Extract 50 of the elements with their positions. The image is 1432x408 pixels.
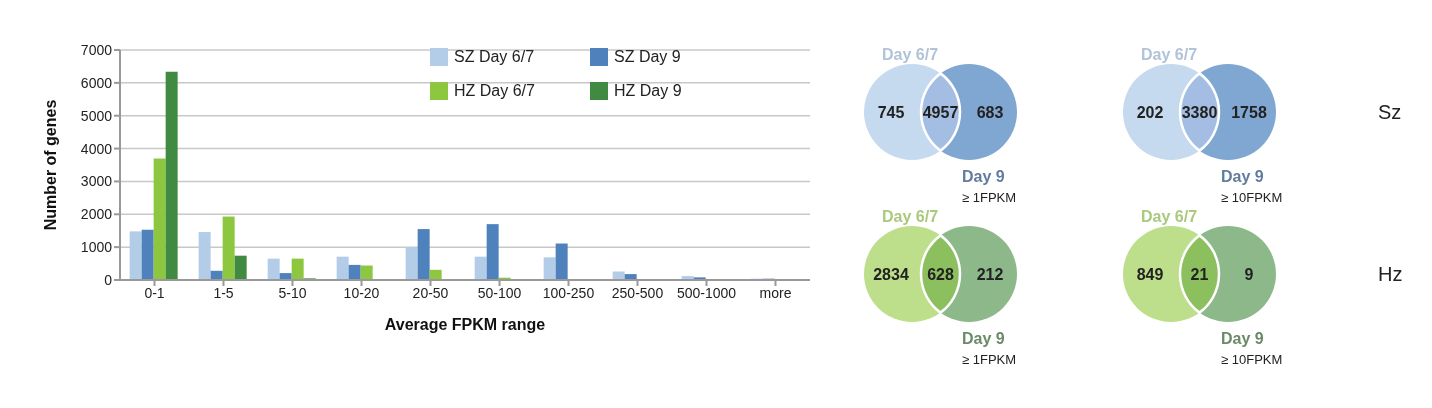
data-label: 202 <box>1136 103 1164 121</box>
category-label: Day 9 <box>962 168 1005 185</box>
category-label: Day 9 <box>1221 168 1264 185</box>
x-tick-label: more <box>759 284 792 301</box>
data-label: 745 <box>877 103 905 121</box>
y-tick-label: 7000 <box>80 41 113 58</box>
data-label: 2834 <box>873 265 909 283</box>
x-tick-label: 0-1 <box>144 284 165 301</box>
text: ≥ 10FPKM <box>1221 190 1283 205</box>
x-tick-label: 50-100 <box>477 284 522 301</box>
x-axis-title: Average FPKM range <box>384 316 546 333</box>
y-tick-label: 1000 <box>80 239 113 256</box>
data-label: 628 <box>927 265 954 283</box>
y-tick-label: 3000 <box>80 173 113 190</box>
data-label: 3380 <box>1181 103 1218 121</box>
text: ≥ 1FPKM <box>962 352 1017 367</box>
data-label: 849 <box>1136 265 1164 283</box>
y-tick-label: 6000 <box>80 74 113 91</box>
text: Hz <box>1378 263 1403 285</box>
text: Sz <box>1378 101 1402 123</box>
x-tick-label: 500-1000 <box>676 284 737 301</box>
data-label: 683 <box>976 103 1004 121</box>
x-tick-label: 1-5 <box>213 284 234 301</box>
text: ≥ 10FPKM <box>1221 352 1283 367</box>
category-label: Day 6/7 <box>882 46 939 63</box>
category-label: Day 6/7 <box>1141 46 1198 63</box>
category-label: Day 9 <box>962 330 1005 347</box>
data-label: 1758 <box>1231 103 1267 121</box>
text: ≥ 1FPKM <box>962 190 1017 205</box>
x-tick-label: 100-250 <box>542 284 595 301</box>
y-tick-label: 4000 <box>80 140 113 157</box>
category-label: Day 6/7 <box>1141 208 1198 225</box>
legend-label: SZ Day 6/7 <box>453 48 536 66</box>
data-label: 21 <box>1190 265 1209 283</box>
x-tick-label: 5-10 <box>278 284 307 301</box>
y-tick-label: 0 <box>104 271 113 288</box>
data-label: 4957 <box>922 103 959 121</box>
legend-label: HZ Day 6/7 <box>453 82 536 100</box>
category-label: Day 9 <box>1221 330 1264 347</box>
data-label: 9 <box>1244 265 1254 283</box>
x-tick-label: 20-50 <box>412 284 449 301</box>
y-axis-title: Number of genes <box>41 99 59 231</box>
y-tick-label: 2000 <box>80 206 113 223</box>
legend-label: SZ Day 9 <box>613 48 682 66</box>
category-label: Day 6/7 <box>882 208 939 225</box>
legend-label: HZ Day 9 <box>613 82 683 100</box>
data-label: 212 <box>976 265 1004 283</box>
y-tick-label: 5000 <box>80 107 113 124</box>
x-tick-label: 10-20 <box>343 284 380 301</box>
x-tick-label: 250-500 <box>611 284 664 301</box>
